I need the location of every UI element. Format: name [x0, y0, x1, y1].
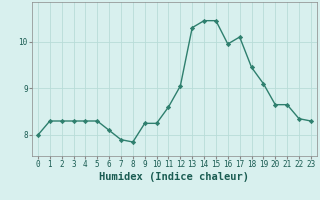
- X-axis label: Humidex (Indice chaleur): Humidex (Indice chaleur): [100, 172, 249, 182]
